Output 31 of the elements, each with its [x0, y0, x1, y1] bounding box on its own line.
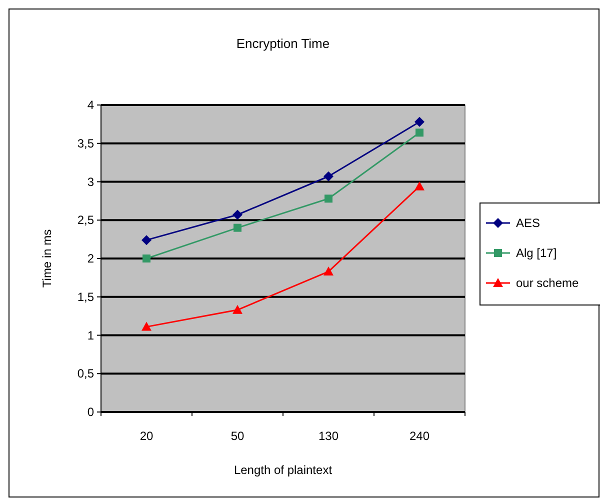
y-tick-label: 3: [87, 174, 94, 189]
legend-label: AES: [516, 216, 540, 230]
y-tick-label: 3,5: [77, 136, 94, 150]
x-tick-label: 240: [409, 429, 430, 443]
x-tick-label: 50: [230, 429, 244, 443]
point: [414, 181, 424, 190]
y-tick-label: 1,5: [77, 290, 94, 304]
y-tick-label: 4: [87, 98, 94, 112]
y-tick-label: 1: [87, 328, 94, 342]
y-tick-label: 0,5: [77, 366, 94, 381]
legend-label: our scheme: [516, 276, 580, 290]
y-tick-label: 2,5: [77, 213, 94, 228]
x-tick-label: 130: [318, 429, 339, 443]
point: [234, 224, 242, 232]
legend-label: Alg [17]: [516, 246, 557, 260]
point: [324, 194, 332, 203]
point: [414, 116, 424, 127]
point: [142, 235, 152, 246]
point: [142, 322, 152, 331]
y-tick-label: 0: [87, 405, 94, 419]
point: [324, 171, 334, 182]
point: [142, 254, 150, 262]
point: [232, 304, 242, 314]
point: [232, 210, 242, 220]
y-tick-label: 2: [87, 252, 94, 266]
y-axis-title: Time in ms: [40, 229, 54, 288]
x-tick-label: 20: [140, 429, 154, 443]
point: [416, 128, 424, 137]
chart-title: Encryption Time: [236, 36, 330, 51]
x-axis-title: Length of plaintext: [234, 463, 333, 477]
point: [324, 266, 334, 276]
